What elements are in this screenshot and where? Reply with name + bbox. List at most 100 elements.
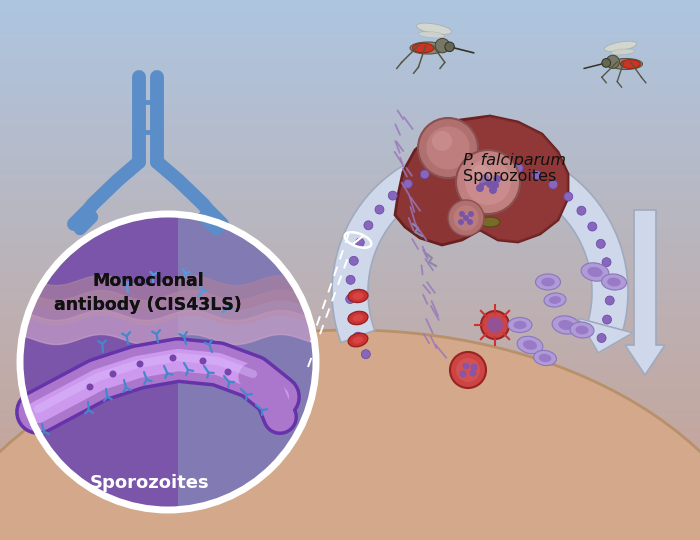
Bar bbox=[0, 505, 700, 506]
Bar bbox=[0, 78, 700, 79]
Bar bbox=[0, 499, 700, 500]
Bar bbox=[0, 508, 700, 509]
Circle shape bbox=[348, 314, 357, 323]
Bar bbox=[0, 402, 700, 403]
Bar bbox=[0, 42, 700, 43]
Circle shape bbox=[602, 258, 611, 267]
Ellipse shape bbox=[541, 278, 555, 286]
Bar bbox=[0, 21, 700, 22]
Bar bbox=[0, 320, 700, 321]
Bar bbox=[0, 51, 700, 52]
Bar bbox=[0, 183, 700, 184]
Bar bbox=[0, 222, 700, 223]
Bar bbox=[0, 120, 700, 121]
Bar bbox=[0, 75, 700, 76]
Polygon shape bbox=[578, 319, 633, 353]
Bar bbox=[0, 398, 700, 399]
Bar bbox=[0, 144, 700, 145]
Bar bbox=[0, 182, 700, 183]
Bar bbox=[0, 80, 700, 81]
Bar bbox=[0, 413, 700, 414]
Bar bbox=[0, 536, 700, 537]
Bar bbox=[0, 216, 700, 217]
Circle shape bbox=[496, 159, 505, 168]
Bar bbox=[0, 220, 700, 221]
Bar bbox=[0, 277, 700, 278]
Ellipse shape bbox=[533, 350, 556, 366]
Bar bbox=[0, 380, 700, 381]
Ellipse shape bbox=[539, 354, 552, 362]
Bar bbox=[0, 185, 700, 186]
Bar bbox=[0, 491, 700, 492]
Bar bbox=[0, 335, 700, 336]
Ellipse shape bbox=[544, 293, 566, 307]
Circle shape bbox=[467, 219, 473, 225]
Ellipse shape bbox=[607, 278, 621, 286]
Bar bbox=[0, 495, 700, 496]
Bar bbox=[0, 471, 700, 472]
Ellipse shape bbox=[610, 49, 635, 55]
Bar bbox=[0, 225, 700, 226]
Bar bbox=[0, 497, 700, 498]
Bar bbox=[0, 453, 700, 454]
Bar bbox=[0, 239, 700, 240]
Bar bbox=[0, 372, 700, 373]
Bar bbox=[0, 271, 700, 272]
Bar bbox=[0, 48, 700, 49]
Bar bbox=[0, 369, 700, 370]
Circle shape bbox=[454, 205, 479, 231]
Bar bbox=[0, 100, 700, 101]
Bar bbox=[0, 147, 700, 148]
Bar bbox=[0, 63, 700, 64]
Bar bbox=[0, 161, 700, 162]
Circle shape bbox=[20, 214, 316, 510]
Bar bbox=[0, 475, 700, 476]
Bar bbox=[0, 327, 700, 328]
Bar bbox=[0, 458, 700, 459]
Circle shape bbox=[470, 363, 477, 370]
Bar bbox=[0, 39, 700, 40]
Bar bbox=[0, 56, 700, 57]
Bar bbox=[0, 395, 700, 396]
Bar bbox=[0, 463, 700, 464]
Text: Sporozoites: Sporozoites bbox=[90, 474, 210, 492]
Bar bbox=[0, 8, 700, 9]
Bar bbox=[0, 300, 700, 301]
Circle shape bbox=[389, 191, 398, 200]
Bar bbox=[0, 247, 700, 248]
Bar bbox=[0, 95, 700, 96]
Circle shape bbox=[468, 211, 474, 217]
Bar bbox=[0, 305, 700, 306]
Bar bbox=[0, 364, 700, 365]
Bar bbox=[0, 456, 700, 457]
Bar bbox=[0, 124, 700, 125]
Ellipse shape bbox=[348, 333, 368, 347]
Bar bbox=[0, 331, 700, 332]
Bar bbox=[0, 194, 700, 195]
Bar bbox=[0, 409, 700, 410]
Bar bbox=[0, 428, 700, 429]
Text: Monoclonal
antibody (CIS43LS): Monoclonal antibody (CIS43LS) bbox=[54, 272, 242, 314]
Bar bbox=[0, 285, 700, 286]
Bar bbox=[0, 318, 700, 319]
Bar bbox=[0, 76, 700, 77]
Bar bbox=[0, 44, 700, 45]
Bar bbox=[0, 472, 700, 473]
Bar bbox=[0, 104, 700, 105]
Bar bbox=[0, 532, 700, 533]
Bar bbox=[0, 330, 700, 331]
Bar bbox=[0, 130, 700, 131]
Bar bbox=[0, 510, 700, 511]
Ellipse shape bbox=[610, 58, 643, 70]
Bar bbox=[0, 261, 700, 262]
Bar bbox=[0, 262, 700, 263]
Bar bbox=[0, 485, 700, 486]
Bar bbox=[0, 189, 700, 190]
Bar bbox=[0, 2, 700, 3]
Bar bbox=[0, 211, 700, 212]
Bar bbox=[0, 303, 700, 304]
Bar bbox=[0, 356, 700, 357]
Bar bbox=[0, 116, 700, 117]
Bar bbox=[0, 35, 700, 36]
Ellipse shape bbox=[353, 293, 363, 300]
